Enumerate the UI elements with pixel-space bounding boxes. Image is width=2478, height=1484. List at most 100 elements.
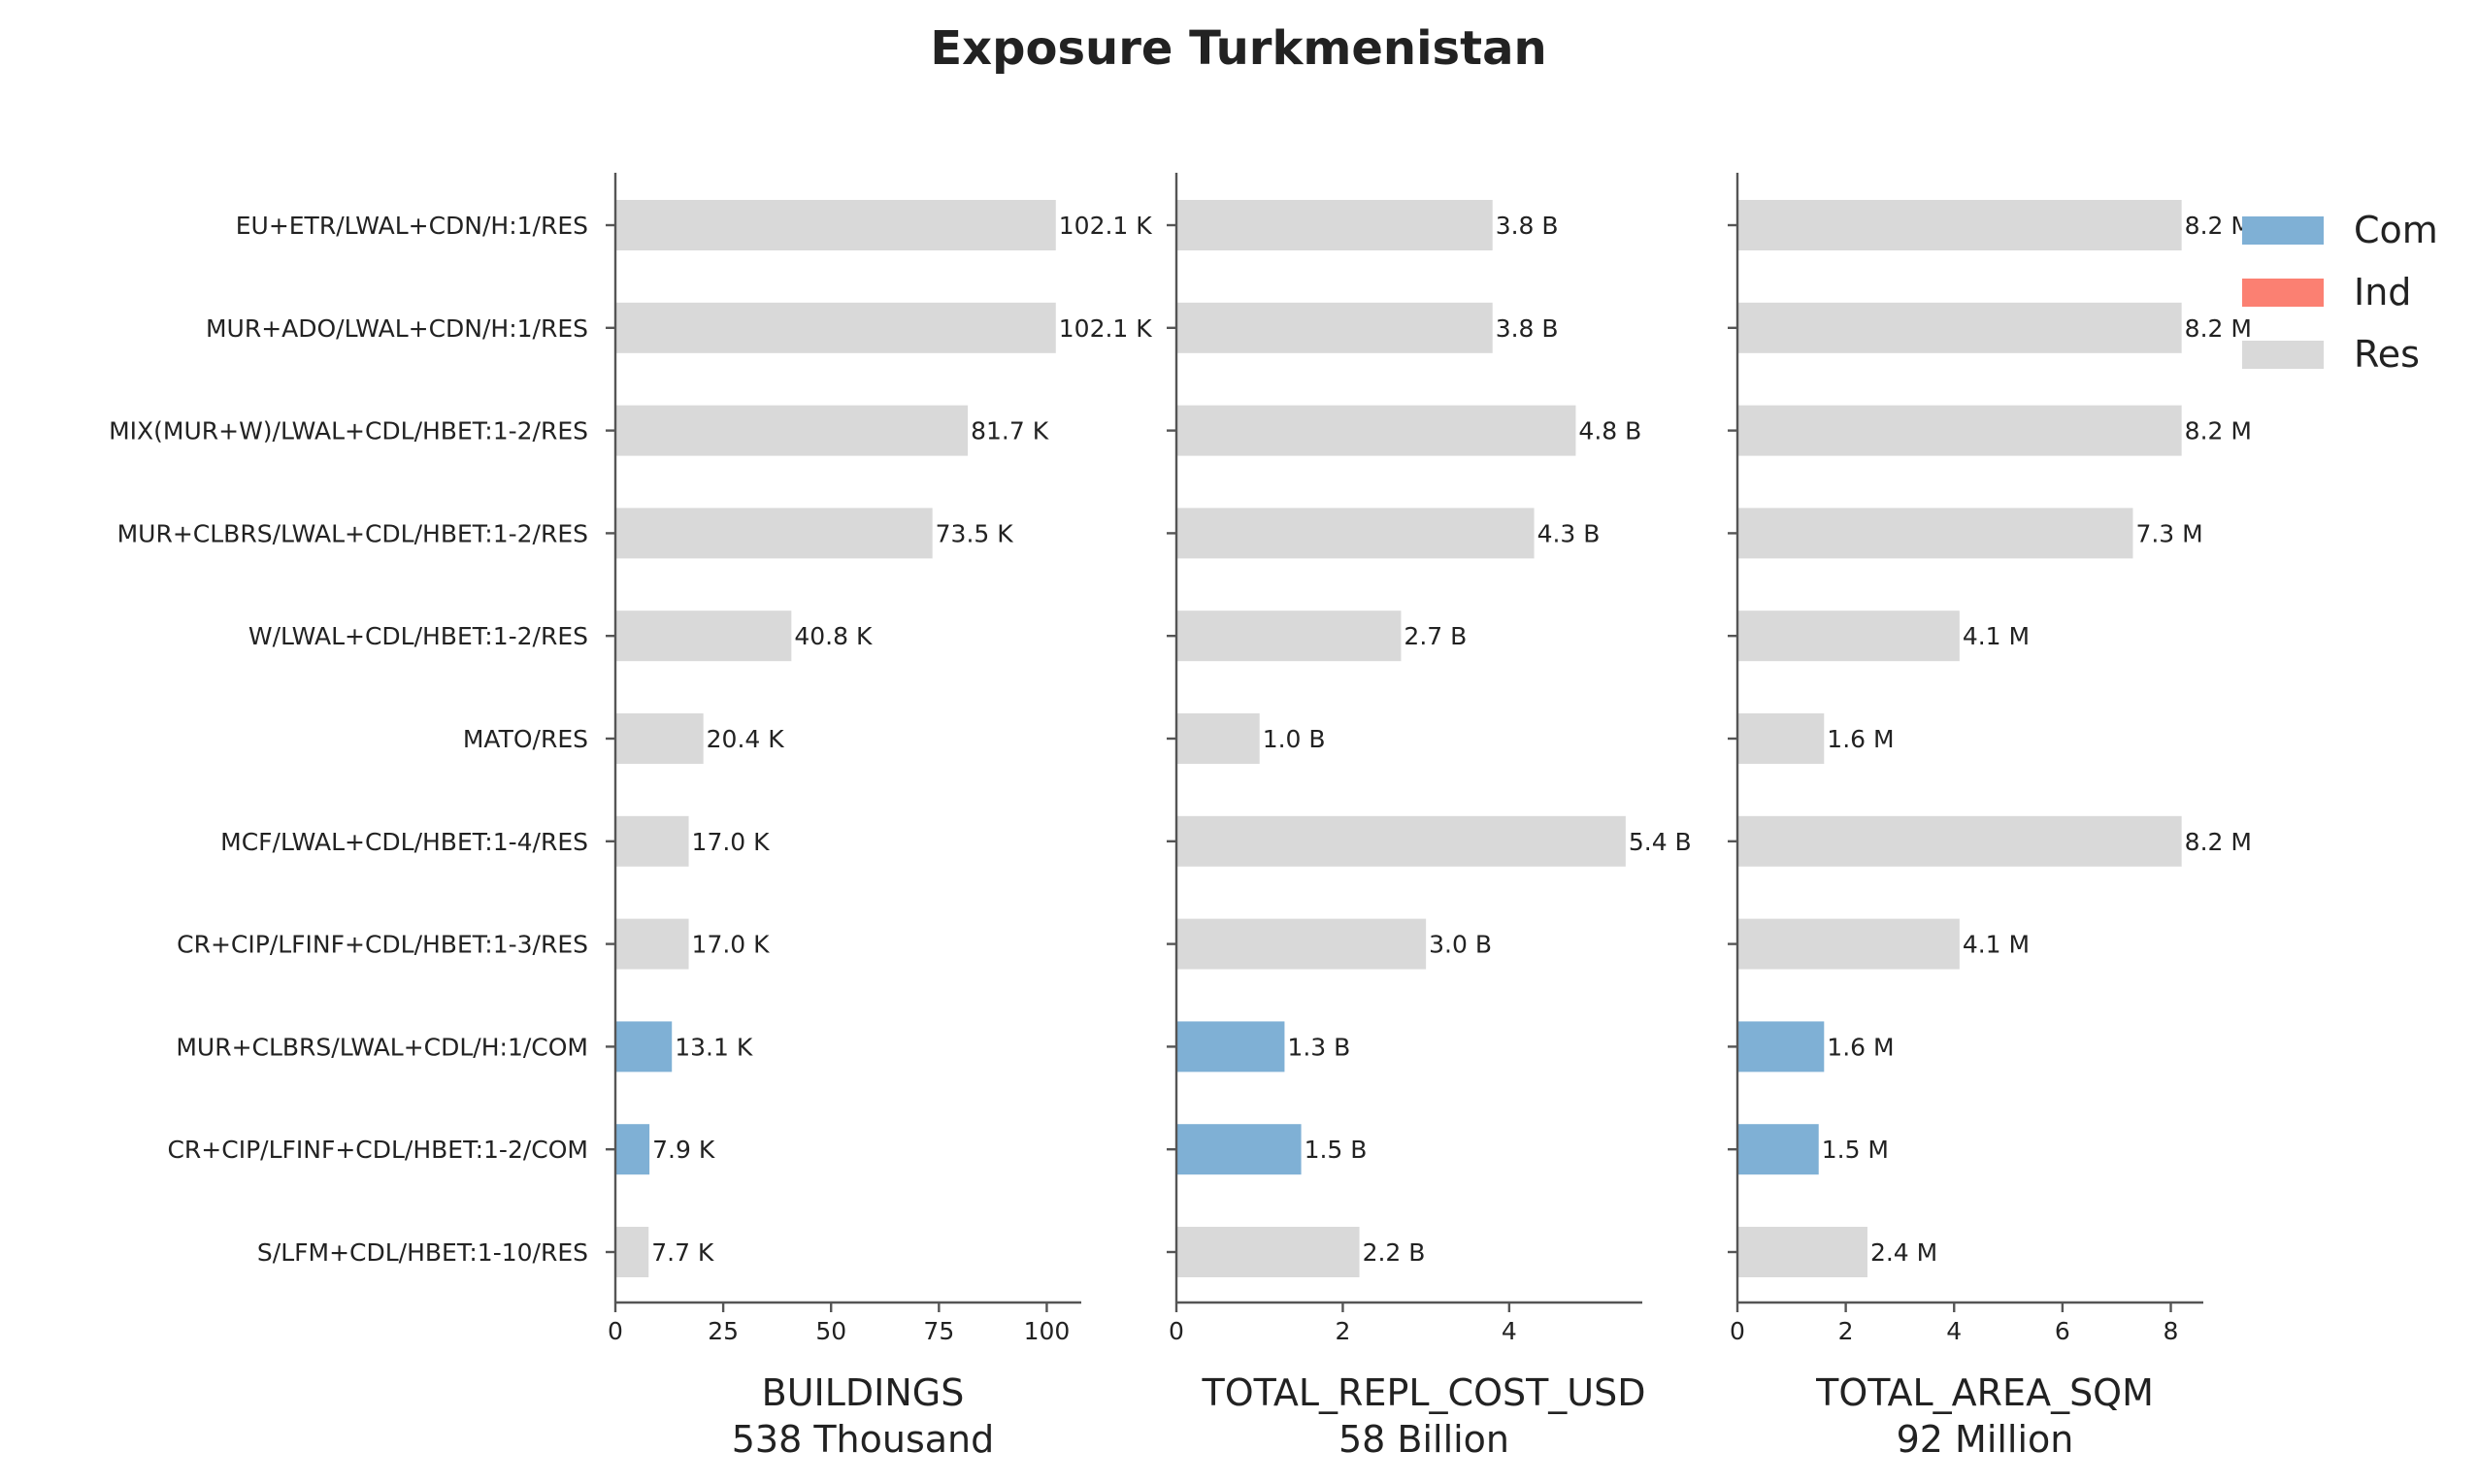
bar [1176,1227,1360,1277]
bar-value-label: 2.4 M [1870,1238,1937,1267]
bar [1737,1124,1819,1175]
bar [615,405,969,456]
bar [1737,200,2182,250]
bar-value-label: 73.5 K [936,519,1014,547]
bar-value-label: 1.6 M [1827,725,1894,753]
bar [615,508,933,559]
bar-value-label: 4.1 M [1963,931,2030,959]
panel-1: 3.8 B 3.8 B 4.8 B 4.3 B 2.7 B 1.0 B 5.4 B 3.0 B… [1167,173,1692,1461]
bar-value-label: 7.7 K [651,1238,714,1267]
bar-value-label: 40.8 K [794,622,873,650]
x-axis-total-label: 538 Thousand [732,1418,995,1461]
bar-value-label: 7.3 M [2135,519,2202,547]
bar [1737,1227,1867,1277]
bar [1176,815,1626,867]
x-axis-total-label: 58 Billion [1338,1418,1509,1461]
category-label: MUR+ADO/LWAL+CDN/H:1/RES [206,314,588,343]
legend-swatch [2242,279,2324,307]
bar-value-label: 17.0 K [692,931,771,959]
bar [615,610,792,662]
category-label: MIX(MUR+W)/LWAL+CDL/HBET:1-2/RES [109,417,588,445]
category-label: MATO/RES [463,725,588,753]
category-label: CR+CIP/LFINF+CDL/HBET:1-3/RES [177,931,588,959]
bar-value-label: 8.2 M [2185,828,2252,856]
x-tick-label: 0 [1169,1317,1184,1345]
bar [1176,1021,1285,1072]
panel-0: 102.1 K 102.1 K 81.7 K 73.5 K 40.8 K 20.4 K 17… [109,173,1152,1461]
bar [615,200,1056,250]
x-tick-label: 6 [2055,1317,2070,1345]
category-label: W/LWAL+CDL/HBET:1-2/RES [248,622,588,650]
category-label: CR+CIP/LFINF+CDL/HBET:1-2/COM [167,1136,588,1164]
bar [1176,302,1493,353]
bar-value-label: 1.0 B [1263,725,1326,753]
bar-value-label: 8.2 M [2185,212,2252,240]
bar [1176,610,1402,662]
bar [1737,508,2133,559]
panel-2: 8.2 M 8.2 M 8.2 M 7.3 M 4.1 M 1.6 M 8.2 M 4.1 M… [1728,173,2252,1461]
bar [615,1021,673,1072]
bar-value-label: 1.6 M [1827,1033,1894,1061]
x-tick-label: 2 [1838,1317,1854,1345]
x-tick-label: 100 [1024,1317,1071,1345]
bar-value-label: 13.1 K [675,1033,753,1061]
bar-value-label: 1.5 B [1305,1136,1368,1164]
bar [1737,713,1825,764]
bar-value-label: 3.8 B [1496,314,1559,343]
x-tick-label: 25 [708,1317,739,1345]
bar [1176,405,1576,456]
legend-label: Res [2354,333,2420,376]
bar-value-label: 102.1 K [1059,314,1153,343]
x-tick-label: 50 [815,1317,846,1345]
x-axis-label: TOTAL_REPL_COST_USD [1201,1371,1645,1414]
x-tick-label: 0 [608,1317,623,1345]
bar-value-label: 20.4 K [707,725,785,753]
bar [1176,200,1493,250]
x-tick-label: 0 [1730,1317,1745,1345]
chart-title: Exposure Turkmenistan [930,21,1546,76]
bar-value-label: 102.1 K [1059,212,1153,240]
x-axis-label: BUILDINGS [762,1371,965,1414]
bar [615,918,689,970]
category-label: EU+ETR/LWAL+CDN/H:1/RES [236,212,588,240]
bar-value-label: 1.5 M [1822,1136,1889,1164]
x-tick-label: 2 [1335,1317,1350,1345]
legend-swatch [2242,341,2324,369]
bar-value-label: 4.3 B [1537,519,1601,547]
category-label: MUR+CLBRS/LWAL+CDL/H:1/COM [176,1033,588,1061]
bar-value-label: 81.7 K [971,417,1049,445]
x-tick-label: 75 [923,1317,954,1345]
bar [1176,713,1260,764]
bar-value-label: 8.2 M [2185,417,2252,445]
x-tick-label: 4 [1946,1317,1962,1345]
bar-value-label: 8.2 M [2185,314,2252,343]
legend-label: Com [2354,209,2438,251]
bar-value-label: 2.7 B [1404,622,1467,650]
bar [1737,815,2182,867]
legend-swatch [2242,216,2324,245]
bar-value-label: 7.9 K [652,1136,715,1164]
category-label: MCF/LWAL+CDL/HBET:1-4/RES [220,828,588,856]
chart-legend: Com Ind Res [2242,209,2438,376]
bar-value-label: 3.0 B [1429,931,1492,959]
category-label: MUR+CLBRS/LWAL+CDL/HBET:1-2/RES [117,519,588,547]
category-label: S/LFM+CDL/HBET:1-10/RES [257,1238,588,1267]
x-tick-label: 4 [1502,1317,1517,1345]
bar [1176,918,1427,970]
bar-value-label: 4.8 B [1578,417,1641,445]
bar-value-label: 2.2 B [1363,1238,1426,1267]
bar [1176,1124,1302,1175]
bar [615,302,1056,353]
bar-value-label: 1.3 B [1287,1033,1350,1061]
bar [1176,508,1535,559]
bar [615,1124,650,1175]
bar [1737,918,1960,970]
bar [615,1227,649,1277]
bar-value-label: 5.4 B [1629,828,1692,856]
bar-value-label: 3.8 B [1496,212,1559,240]
bar-value-label: 17.0 K [692,828,771,856]
bar [1737,610,1960,662]
bar [1737,1021,1825,1072]
bar [1737,405,2182,456]
